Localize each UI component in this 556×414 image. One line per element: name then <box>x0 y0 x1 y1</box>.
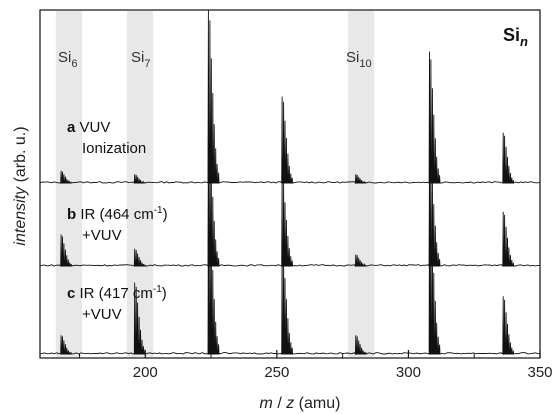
band-label-si7: Si7 <box>131 49 150 70</box>
spectrum-trace-c <box>39 192 540 356</box>
highlight-band-1 <box>126 11 154 357</box>
chart-title: Sin <box>503 25 528 49</box>
x-tick-label: 200 <box>133 364 158 381</box>
spectrum-trace-a <box>39 9 540 185</box>
band-label-si6: Si6 <box>58 49 77 70</box>
x-axis-title: m / z (amu) <box>260 395 341 412</box>
y-axis-title: intensity (arb. u.) <box>12 126 29 245</box>
x-tick-label: 300 <box>396 364 421 381</box>
spectrum-trace-b <box>39 132 540 268</box>
x-tick-label: 250 <box>264 364 289 381</box>
trace-label-a: a VUV <box>67 119 110 136</box>
highlight-band-0 <box>55 11 83 357</box>
trace-label-a-line2: Ionization <box>82 140 146 157</box>
x-tick-label: 350 <box>527 364 552 381</box>
trace-label-c: c IR (417 cm-1) <box>67 284 167 302</box>
highlight-band-2 <box>347 11 375 357</box>
spectrum-traces <box>39 9 540 356</box>
trace-label-c-line2: +VUV <box>82 306 122 323</box>
trace-label-b-line2: +VUV <box>82 227 122 244</box>
plot-frame <box>39 9 541 359</box>
band-label-si10: Si10 <box>346 49 372 70</box>
highlight-bands <box>55 11 375 357</box>
trace-label-b: b IR (464 cm-1) <box>67 205 168 223</box>
x-axis-ticks: 200 250 300 350 <box>78 350 553 381</box>
